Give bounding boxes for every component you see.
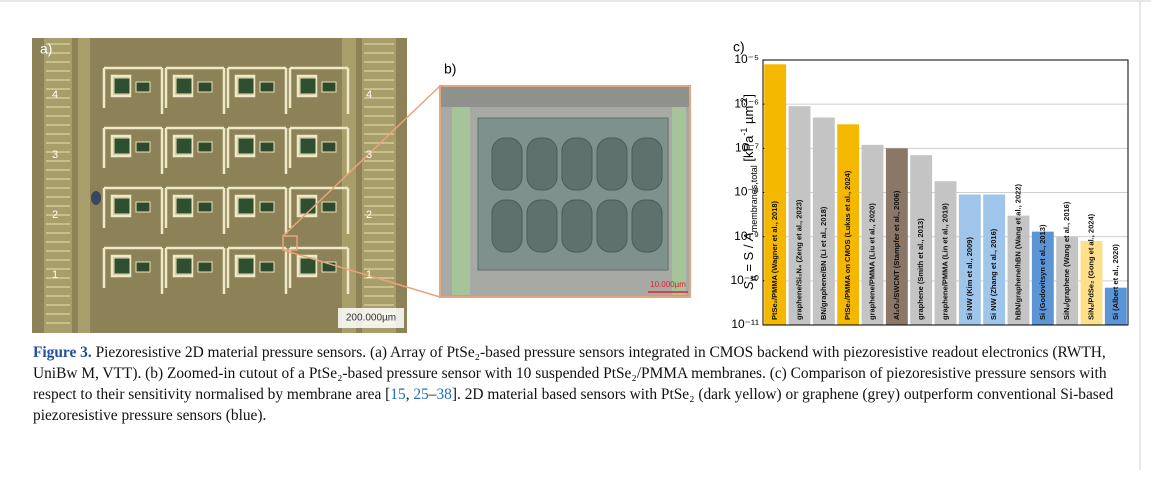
y-label-part: membranes,total	[749, 165, 759, 232]
sensor	[114, 258, 130, 274]
panel-a-image	[32, 38, 407, 333]
bar-label: BN/graphene/BN (Li et al., 2018)	[819, 206, 828, 320]
panel-label: a)	[40, 41, 52, 57]
sensor	[176, 198, 192, 214]
bar-label: graphene (Smith et al., 2013)	[916, 218, 925, 320]
sensor	[238, 138, 254, 154]
sensor-pad	[260, 262, 274, 272]
sensor	[300, 138, 316, 154]
y-label-part: = S /	[741, 241, 756, 275]
bar-label: Si (Godovitsyn et al., 2013)	[1038, 224, 1047, 320]
y-tick-label: 10⁻⁵	[734, 52, 759, 66]
bar-label: Si (Albert et al., 2020)	[1111, 244, 1120, 320]
sensor-pad	[136, 142, 150, 152]
sensor-pad	[198, 82, 212, 92]
bar-label: graphene/PMMA (Liu et al., 2020)	[867, 203, 876, 320]
bar-label: Al₂O₃/SWCNT (Stampfer et al., 2006)	[892, 190, 901, 320]
membrane	[562, 200, 592, 252]
sensor-pad	[260, 202, 274, 212]
bar-label: PtSe₂/PMMA (Wagner et al., 2018)	[770, 200, 779, 320]
sensor-pad	[198, 142, 212, 152]
y-tick-label: 10⁻¹¹	[731, 317, 759, 331]
panel-label: b)	[444, 61, 456, 77]
row-label: 1	[52, 269, 58, 281]
bar-label: Si NW (Zhang et al., 2016)	[989, 228, 998, 320]
row-label: 3	[52, 149, 58, 161]
sensor	[238, 198, 254, 214]
sensor-pad	[322, 142, 336, 152]
y-label-part: -1	[739, 128, 749, 136]
sensor-pad	[136, 202, 150, 212]
citation[interactable]: 25	[413, 386, 428, 403]
row-label: 1	[366, 269, 372, 281]
sensor	[176, 138, 192, 154]
row-label: 3	[366, 149, 372, 161]
sensor-pad	[198, 202, 212, 212]
y-tick-label: 10⁻¹⁰	[731, 273, 760, 287]
caption: Figure 3. Piezoresistive 2D material pre…	[33, 342, 1128, 426]
sensor	[238, 78, 254, 94]
sensor	[114, 198, 130, 214]
sensor	[300, 78, 316, 94]
row-label: 2	[52, 209, 58, 221]
sensor	[114, 78, 130, 94]
panel-b-image	[440, 86, 690, 297]
sensor	[176, 78, 192, 94]
citation[interactable]: 38	[436, 386, 451, 403]
scale-bar-label: 10.000µm	[650, 280, 686, 289]
row-label: 4	[52, 89, 58, 101]
sensor-pad	[260, 82, 274, 92]
page: a) b) 200.000µm 10.000µm c) SA = S / Ame…	[0, 0, 1151, 491]
particle	[91, 191, 101, 205]
scale-bar-label: 200.000µm	[346, 313, 396, 324]
y-tick-label: 10⁻⁷	[735, 141, 759, 155]
sensor	[114, 138, 130, 154]
citation[interactable]: 15	[390, 386, 405, 403]
sensor	[300, 258, 316, 274]
bar-label: graphene/Si₃N₄ (Zeng et al., 2023)	[794, 199, 803, 320]
bar-label: hBN/graphene/hBN (Wang et al., 2022)	[1013, 184, 1022, 320]
membrane	[492, 138, 522, 190]
bar-label: SiNₓ/PdSe₂ (Gong et al., 2024)	[1086, 213, 1095, 320]
sensor	[238, 258, 254, 274]
y-tick-label: 10⁻⁹	[734, 229, 759, 243]
membrane	[562, 138, 592, 190]
row-label: 4	[366, 89, 372, 101]
membrane	[597, 138, 627, 190]
membrane	[632, 200, 662, 252]
sensor-pad	[136, 262, 150, 272]
membrane	[632, 138, 662, 190]
membrane	[597, 200, 627, 252]
bar-label: SiNₓ/graphene (Wang et al., 2016)	[1062, 201, 1071, 320]
y-tick-label: 10⁻⁶	[734, 96, 759, 110]
sensor-pad	[260, 142, 274, 152]
sensor-pad	[198, 262, 212, 272]
sensor-pad	[322, 202, 336, 212]
sensor	[176, 258, 192, 274]
y-tick-label: 10⁻⁸	[734, 185, 759, 199]
sensor-pad	[136, 82, 150, 92]
sensor-pad	[322, 82, 336, 92]
caption-label: Figure 3.	[33, 344, 92, 361]
bar-label: PtSe₂/PMMA on CMOS (Lukas et al., 2024)	[843, 170, 852, 320]
membrane	[527, 200, 557, 252]
membrane	[492, 200, 522, 252]
bar-label: graphene/PMMA (Lin et al., 2019)	[940, 203, 949, 320]
bar-label: Si NW (Kim et al., 2009)	[965, 237, 974, 320]
membrane	[527, 138, 557, 190]
row-label: 2	[366, 209, 372, 221]
